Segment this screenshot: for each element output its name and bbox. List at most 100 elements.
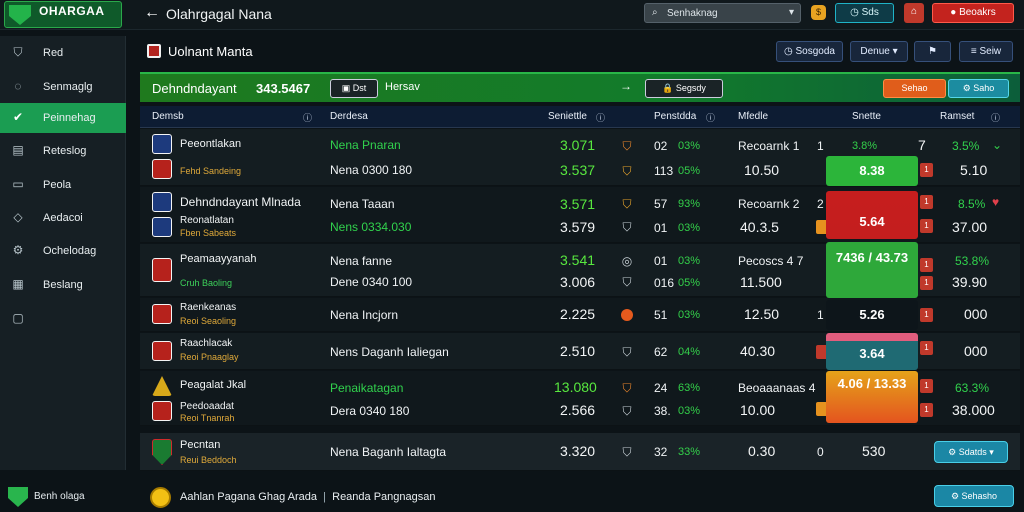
column-header-1[interactable]: Demsb xyxy=(152,111,184,122)
row-action-button[interactable]: ⚙ Sdatds ▾ xyxy=(934,441,1008,463)
flag-icon: ⚑ xyxy=(928,46,937,57)
result-label: Pecoscs 4 7 xyxy=(738,254,804,268)
odds-value[interactable]: 3.006 xyxy=(560,274,596,290)
app-logo[interactable]: OHARGAA xyxy=(4,1,122,28)
odds-value[interactable]: 530 xyxy=(862,443,886,459)
header-button-1[interactable]: ◷ Sosgoda xyxy=(776,41,843,62)
column-header-6[interactable]: Snette xyxy=(852,111,881,122)
chevron-down-icon[interactable]: ⌄ xyxy=(992,138,1003,152)
team-name: Raachlacak xyxy=(180,338,233,349)
market-label: Nens Daganh Ialiegan xyxy=(330,345,449,359)
team-name: Peamaayyanah xyxy=(180,253,257,265)
result-value: 10.00 xyxy=(740,402,776,418)
result-value: 40.3.5 xyxy=(740,219,779,235)
teal-button-label: Sds xyxy=(861,7,879,18)
extra-value: 000 xyxy=(964,343,988,359)
extra-value: 39.90 xyxy=(952,274,988,290)
table-row[interactable]: Raenkeanas Reoi Seaoling Nena Incjorn 2.… xyxy=(140,298,1020,332)
column-header-3[interactable]: Seniettle xyxy=(548,111,587,122)
odds-value[interactable]: 3.537 xyxy=(560,162,596,178)
app-title: Olahrgagal Nana xyxy=(166,6,272,22)
sidebar-item-7[interactable]: ⚙ Ochelodag xyxy=(0,236,126,266)
sidebar-item-4[interactable]: ▤ Reteslog xyxy=(0,136,126,166)
odds-box[interactable]: 3.64 xyxy=(826,333,918,370)
cyan-pill-button[interactable]: ⚙ Saho xyxy=(948,79,1009,98)
cyan-pill-label: Saho xyxy=(973,83,995,93)
sidebar-item-2[interactable]: ◌ Senmaglg xyxy=(0,72,126,102)
team-badge-icon xyxy=(152,304,172,324)
red-toolbar-button[interactable]: ● Beoakrs xyxy=(932,3,1014,23)
team-name: Dehndndayant Mlnada xyxy=(180,195,301,209)
sidebar-item-3[interactable]: ✔ Peinnehag xyxy=(0,103,126,133)
globe-icon: ◎ xyxy=(621,254,633,268)
sidebar-item-5[interactable]: ▭ Peola xyxy=(0,170,126,200)
table-row[interactable]: Peagalat Jkal Peedoaadat Reoi Tnanrah Pe… xyxy=(140,371,1020,426)
extra-value: 5.10 xyxy=(960,162,988,178)
footer-button[interactable]: ⚙ Sehasho xyxy=(934,485,1014,507)
info-icon[interactable]: ⓘ xyxy=(303,113,313,123)
ball-icon: ● xyxy=(950,7,960,18)
odds-value[interactable]: 2.225 xyxy=(560,306,596,322)
market-label: Nena Taaan xyxy=(330,197,395,211)
odds-value[interactable]: 13.080 xyxy=(554,379,597,395)
search-dropdown[interactable]: ⌕ Senhaknag ▾ xyxy=(644,3,801,23)
sidebar-item-6[interactable]: ◇ Aedacoi xyxy=(0,203,126,233)
home-icon[interactable]: ⌂ xyxy=(904,3,924,23)
heart-icon[interactable]: ♥ xyxy=(992,195,1000,209)
column-header-5[interactable]: Mfedle xyxy=(738,111,769,122)
orange-pill-button[interactable]: Sehao xyxy=(883,79,946,98)
stat-percent: 33% xyxy=(678,446,701,458)
table-row[interactable]: Peamaayyanah Cruh Baoling Nena fanne Den… xyxy=(140,242,1020,298)
small-red-tag: 1 xyxy=(920,308,933,322)
stat-percent: 03% xyxy=(678,222,701,234)
column-header-7[interactable]: Ramset xyxy=(940,111,975,122)
result-label: Recoarnk 2 xyxy=(738,197,800,211)
odds-value[interactable]: 3.320 xyxy=(560,443,596,459)
header-button-2[interactable]: Denue ▾ xyxy=(850,41,908,62)
stat-percent: 03% xyxy=(678,405,701,417)
header-button-3[interactable]: ≡ Seiw xyxy=(959,41,1013,62)
odds-value[interactable]: 3.071 xyxy=(560,137,596,153)
flag-button[interactable]: ⚑ xyxy=(914,41,951,62)
table-row[interactable]: Raachlacak Reoi Pnaaglay Nens Daganh Ial… xyxy=(140,333,1020,370)
team-name: Raenkeanas xyxy=(180,302,237,313)
odds-value[interactable]: 3.579 xyxy=(560,219,596,235)
arrow-icon[interactable]: → xyxy=(620,79,632,93)
table-row[interactable]: Pecntan Reui Beddoch Nena Baganh Ialtagt… xyxy=(140,433,1020,471)
odds-value[interactable]: 3.541 xyxy=(560,252,596,268)
odds-value[interactable]: 2.510 xyxy=(560,343,596,359)
table-row[interactable]: Dehndndayant Mlnada Reonatlatan Fben Sab… xyxy=(140,187,1020,243)
odds-value[interactable]: 2.566 xyxy=(560,402,596,418)
odds-box[interactable]: 8.38 xyxy=(826,156,918,186)
team-badge-icon xyxy=(152,134,172,154)
teal-toolbar-button[interactable]: ◷ Sds xyxy=(835,3,894,23)
odds-box[interactable]: 5.26 xyxy=(826,300,918,330)
column-header-4[interactable]: Penstdda xyxy=(654,111,697,122)
sidebar-item-1[interactable]: ⛉ Red xyxy=(0,38,126,68)
sidebar-item-label: Aedacoi xyxy=(43,212,83,224)
column-header-2[interactable]: Derdesa xyxy=(330,111,368,122)
odds-box[interactable]: 7436 / 43.73 xyxy=(826,242,918,298)
chevron-down-icon: ▾ xyxy=(788,7,794,18)
shield-icon: ⛉ xyxy=(622,404,632,418)
table-row[interactable]: Peeontlakan Fehd Sandeing Nena Pnaran Ne… xyxy=(140,129,1020,186)
team-name: Peeontlakan xyxy=(180,138,242,150)
info-icon[interactable]: ⓘ xyxy=(596,113,606,123)
coin-icon[interactable]: $ xyxy=(811,5,826,20)
odds-value[interactable]: 3.571 xyxy=(560,196,596,212)
sidebar-footer[interactable]: Benh olaga xyxy=(0,482,126,512)
league-pill-button-2[interactable]: 🔒 Segsdy xyxy=(645,79,723,98)
odds-box[interactable]: 5.64 xyxy=(826,191,918,239)
shield-icon: ⛉ xyxy=(622,220,632,234)
tag-icon: ◇ xyxy=(13,210,23,224)
ball-icon xyxy=(621,309,633,321)
league-pill-button[interactable]: ▣ Dst xyxy=(330,79,378,98)
result-number: 1 xyxy=(817,139,824,153)
back-arrow-icon[interactable]: ← xyxy=(144,4,160,21)
info-icon[interactable]: ⓘ xyxy=(991,113,1001,123)
info-icon[interactable]: ⓘ xyxy=(706,113,716,123)
result-number: 2 xyxy=(817,197,824,211)
odds-box[interactable]: 4.06 / 13.33 xyxy=(826,371,918,423)
sidebar-item-9[interactable]: ▢ xyxy=(0,304,126,334)
sidebar-item-8[interactable]: ▦ Beslang xyxy=(0,270,126,300)
